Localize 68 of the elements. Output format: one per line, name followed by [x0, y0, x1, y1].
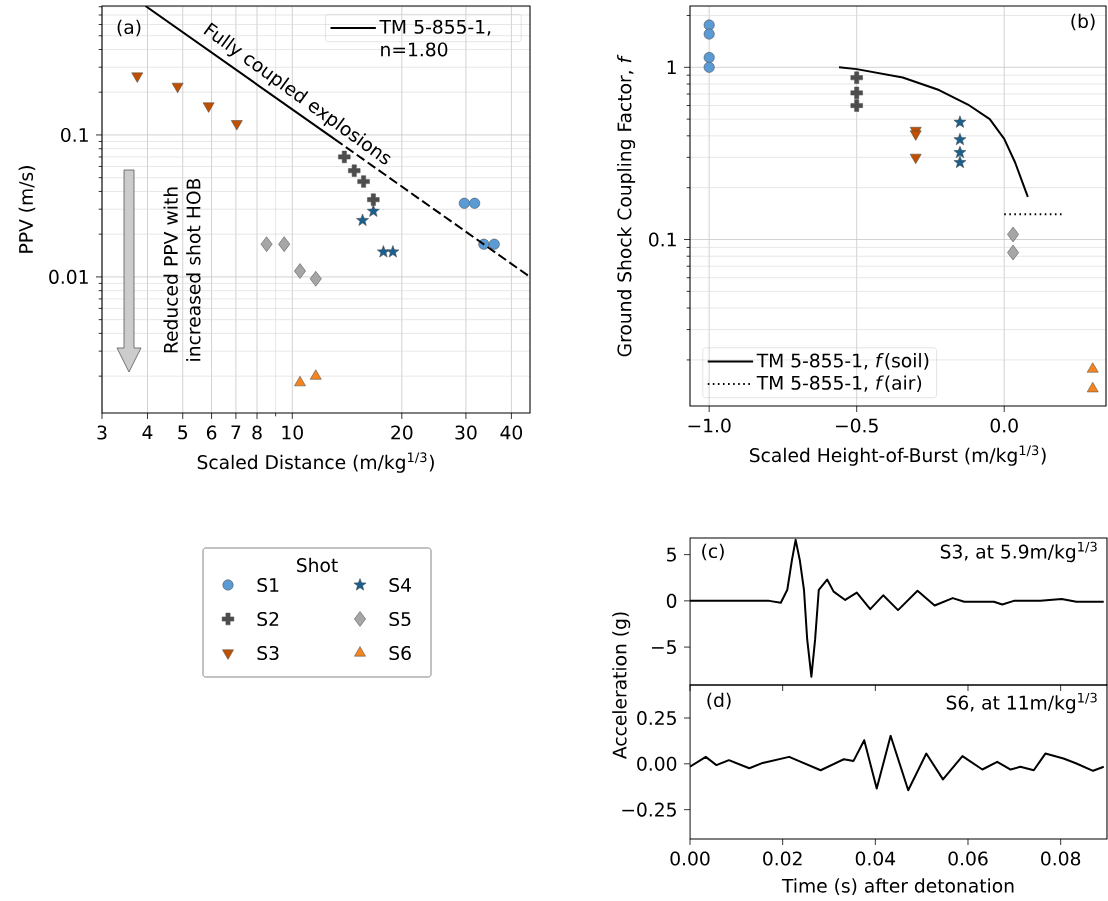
- x-tick-label: −1.0: [688, 418, 731, 433]
- x-tick-label: 30: [455, 425, 477, 440]
- y-tick-label: 0.25: [637, 710, 676, 725]
- y-axis-title: Acceleration (g): [612, 612, 631, 759]
- legend-label: S3: [257, 645, 279, 660]
- legend-label: S2: [257, 611, 279, 626]
- point: [1007, 226, 1019, 243]
- y-tick-label: 0.1: [61, 127, 88, 142]
- annotation: (b): [1071, 13, 1095, 31]
- point: [703, 51, 715, 63]
- annotation: (a): [117, 19, 141, 37]
- y-tick-label: 0.1: [649, 232, 676, 247]
- y-axis-title: PPV (m/s): [18, 166, 36, 253]
- y-tick-label: −0.25: [622, 802, 676, 817]
- x-tick-label: 40: [500, 425, 523, 440]
- annotation: (d): [707, 692, 731, 710]
- point: [1086, 362, 1099, 373]
- legend-label: TM 5-855-1, f(air): [756, 375, 922, 392]
- x-tick-label: 0.04: [855, 851, 896, 866]
- x-tick-label: 0.08: [1041, 851, 1081, 866]
- x-tick-label: 0.02: [763, 851, 802, 866]
- y-tick-label: 0.01: [49, 269, 88, 284]
- x-axis-title: Scaled Distance (m/kg$^{1/3}$): [197, 452, 434, 473]
- annotation: Reduced PPV with increased shot HOB: [163, 178, 201, 361]
- point: [909, 153, 922, 164]
- x-tick-label: 5: [178, 425, 188, 440]
- point: [850, 99, 863, 112]
- y-axis-title: Ground Shock Coupling Factor, f: [617, 54, 636, 357]
- x-tick-label: 0.0: [990, 418, 1018, 433]
- point: [1007, 244, 1019, 261]
- x-tick-label: −0.5: [836, 418, 878, 433]
- point: [953, 145, 967, 158]
- x-tick-label: 6: [206, 425, 217, 440]
- point: [953, 155, 967, 168]
- x-tick-label: 3: [97, 425, 107, 440]
- point: [909, 130, 922, 141]
- annotation: S3, at 5.9m/kg$^{1/3}$: [940, 541, 1097, 563]
- legend-label: S5: [389, 611, 411, 626]
- legend-label: S6: [389, 645, 411, 660]
- legend-title: Shot: [297, 557, 338, 573]
- annotation: S6, at 11m/kg$^{1/3}$: [946, 692, 1097, 714]
- legend-label: TM 5-855-1, f(soil): [756, 353, 929, 370]
- y-tick-label: 1: [667, 60, 676, 75]
- x-tick-label: 0.06: [948, 851, 988, 866]
- y-tick-label: 0.00: [637, 756, 677, 771]
- point: [703, 28, 715, 40]
- point: [953, 115, 967, 128]
- point: [850, 71, 863, 84]
- x-tick-label: 10: [282, 425, 303, 440]
- point: [953, 132, 967, 146]
- point: [1086, 382, 1099, 393]
- x-tick-label: 20: [391, 425, 413, 440]
- legend-label: TM 5-855-1, n=1.80: [379, 19, 491, 57]
- x-tick-label: 7: [231, 425, 241, 439]
- x-tick-label: 4: [142, 425, 153, 439]
- point: [703, 61, 715, 73]
- x-tick-label: 8: [252, 425, 262, 440]
- legend-label: S1: [257, 577, 279, 592]
- y-tick-label: 5: [667, 547, 676, 562]
- x-axis-title: Time (s) after detonation: [781, 878, 1014, 895]
- line-series: [837, 66, 1029, 198]
- legend-label: S4: [389, 577, 411, 592]
- y-tick-label: 0: [666, 593, 677, 608]
- annotation: (c): [702, 543, 724, 561]
- x-axis-title: Scaled Height-of-Burst (m/kg$^{1/3}$): [749, 445, 1046, 466]
- y-tick-label: −5: [651, 640, 676, 654]
- point: [703, 19, 715, 31]
- point: [850, 86, 863, 99]
